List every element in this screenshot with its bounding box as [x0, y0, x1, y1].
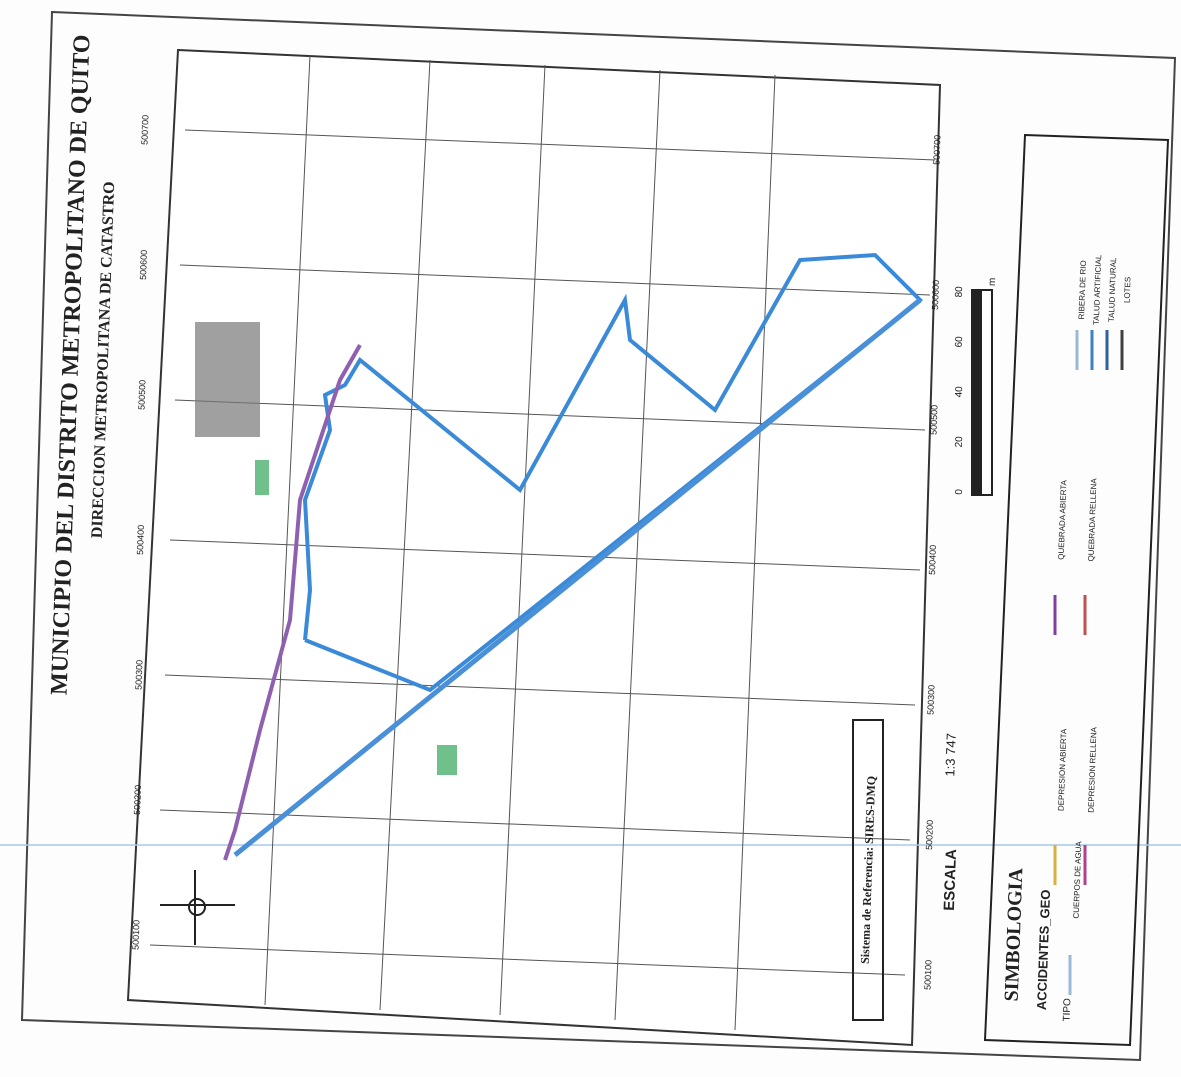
legend-label: DEPRESION ABIERTA	[1057, 728, 1069, 811]
legend-label: CUERPOS DE AGUA	[1072, 840, 1084, 918]
legend-label: LOTES	[1123, 277, 1133, 304]
scale-tick: 20	[954, 436, 965, 448]
scale-bar-fill	[972, 290, 982, 495]
scale-unit: m	[987, 278, 998, 287]
legend-field: TIPO	[1062, 998, 1074, 1022]
legend-label: DEPRESION RELLENA	[1087, 726, 1099, 813]
legend-box	[983, 133, 1170, 1047]
reference: Sistema de Referencia: SIRES-DMQ	[858, 776, 879, 964]
map-frame	[126, 48, 942, 1047]
coord-label: 500300	[925, 685, 936, 715]
legend-title: SIMBOLOGIA	[1001, 867, 1028, 1002]
ravine	[223, 344, 362, 861]
legend-subtitle: ACCIDENTES_GEO	[1034, 889, 1053, 1010]
water-body	[437, 745, 457, 775]
north-arrow	[160, 870, 235, 945]
scale-tick: 0	[954, 489, 965, 495]
road	[233, 298, 922, 857]
water-body	[255, 460, 269, 495]
lot-boundary	[302, 252, 923, 693]
coord-label: 500500	[928, 405, 939, 435]
profile-inset	[195, 322, 260, 437]
coord-label: 500200	[132, 785, 143, 815]
coord-label: 500600	[138, 250, 149, 280]
scale-tick: 80	[954, 286, 965, 298]
legend-label: QUEBRADA ABIERTA	[1057, 479, 1069, 560]
scale-label: ESCALA	[941, 849, 960, 911]
scale-tick: 40	[954, 386, 965, 398]
coord-label: 500400	[135, 525, 146, 555]
reference-box	[852, 719, 884, 1021]
coord-label: 500500	[136, 380, 147, 410]
legend-label: QUEBRADA RELLENA	[1087, 478, 1099, 562]
scale-tick: 60	[954, 336, 965, 348]
legend-label: RIBERA DE RIO	[1077, 260, 1088, 319]
coord-label: 500400	[927, 545, 938, 575]
coord-label: 500700	[931, 135, 942, 165]
coord-label: 500200	[924, 820, 935, 850]
coord-label: 500100	[922, 960, 933, 990]
coord-label: 500700	[139, 115, 150, 145]
coord-label: 500100	[130, 920, 141, 950]
legend-label: TALUD NATURAL	[1107, 257, 1118, 322]
sheet-border	[20, 10, 1177, 1062]
coord-label: 500300	[133, 660, 144, 690]
scale-value: 1:3 747	[942, 733, 959, 777]
coord-label: 500600	[930, 280, 941, 310]
grid	[149, 54, 936, 1031]
legend-label: TALUD ARTIFICIAL	[1092, 254, 1103, 325]
